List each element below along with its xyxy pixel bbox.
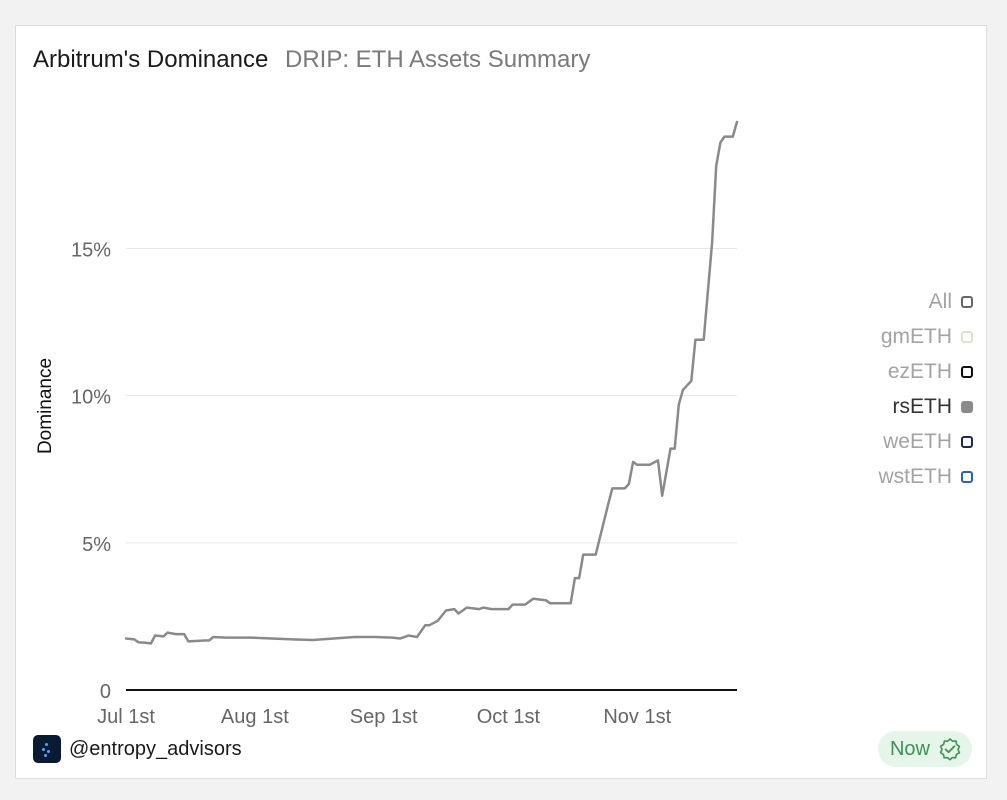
legend-swatch [961, 435, 973, 448]
y-axis-label: Dominance [35, 358, 56, 454]
now-status-badge[interactable]: Now [877, 731, 972, 767]
x-tick-label: Sep 1st [350, 706, 418, 728]
legend-label: gmETH [880, 324, 952, 348]
series-line-rseth [124, 120, 739, 645]
legend-item-all[interactable]: All [773, 284, 973, 319]
now-label: Now [889, 737, 930, 760]
legend-label: wstETH [878, 464, 953, 488]
title-row: Arbitrum's Dominance DRIP: ETH Assets Su… [33, 46, 590, 74]
line-chart: 0 5% 10% 15% Jul 1st Aug 1st Sep 1st Oct 1st Nov… [35, 120, 739, 728]
x-tick-label: Aug 1st [221, 706, 289, 728]
verified-check-icon [939, 738, 961, 761]
legend-item-gmeth[interactable]: gmETH [773, 319, 973, 354]
legend-swatch [961, 400, 973, 413]
legend-label: ezETH [887, 359, 952, 383]
legend-swatch [961, 295, 973, 308]
brand[interactable]: @entropy_advisors [33, 735, 242, 763]
legend-item-ezeth[interactable]: ezETH [773, 354, 973, 389]
legend-label: rsETH [892, 394, 953, 418]
y-tick-label: 15% [71, 239, 111, 261]
legend-item-weeth[interactable]: weETH [773, 424, 973, 459]
legend-item-wsteth[interactable]: wstETH [773, 459, 973, 494]
legend-swatch [961, 330, 973, 343]
x-tick-label: Nov 1st [603, 706, 671, 728]
y-tick-label: 5% [82, 534, 111, 556]
entropy-logo-icon [33, 735, 61, 763]
legend-item-rseth[interactable]: rsETH [773, 389, 973, 424]
legend-swatch [961, 470, 973, 483]
brand-handle: @entropy_advisors [69, 737, 242, 760]
legend-label: All [928, 289, 952, 313]
x-tick-label: Jul 1st [97, 706, 155, 728]
legend-swatch [961, 365, 973, 378]
legend: All gmETH ezETH rsETH weETH wstETH [773, 284, 973, 494]
chart-card: Arbitrum's Dominance DRIP: ETH Assets Su… [15, 25, 987, 779]
chart-subtitle: DRIP: ETH Assets Summary [285, 46, 591, 73]
y-tick-label: 10% [71, 387, 111, 409]
legend-label: weETH [883, 429, 952, 453]
x-tick-label: Oct 1st [477, 706, 541, 728]
y-tick-label: 0 [100, 681, 111, 703]
chart-title: Arbitrum's Dominance [33, 46, 269, 73]
